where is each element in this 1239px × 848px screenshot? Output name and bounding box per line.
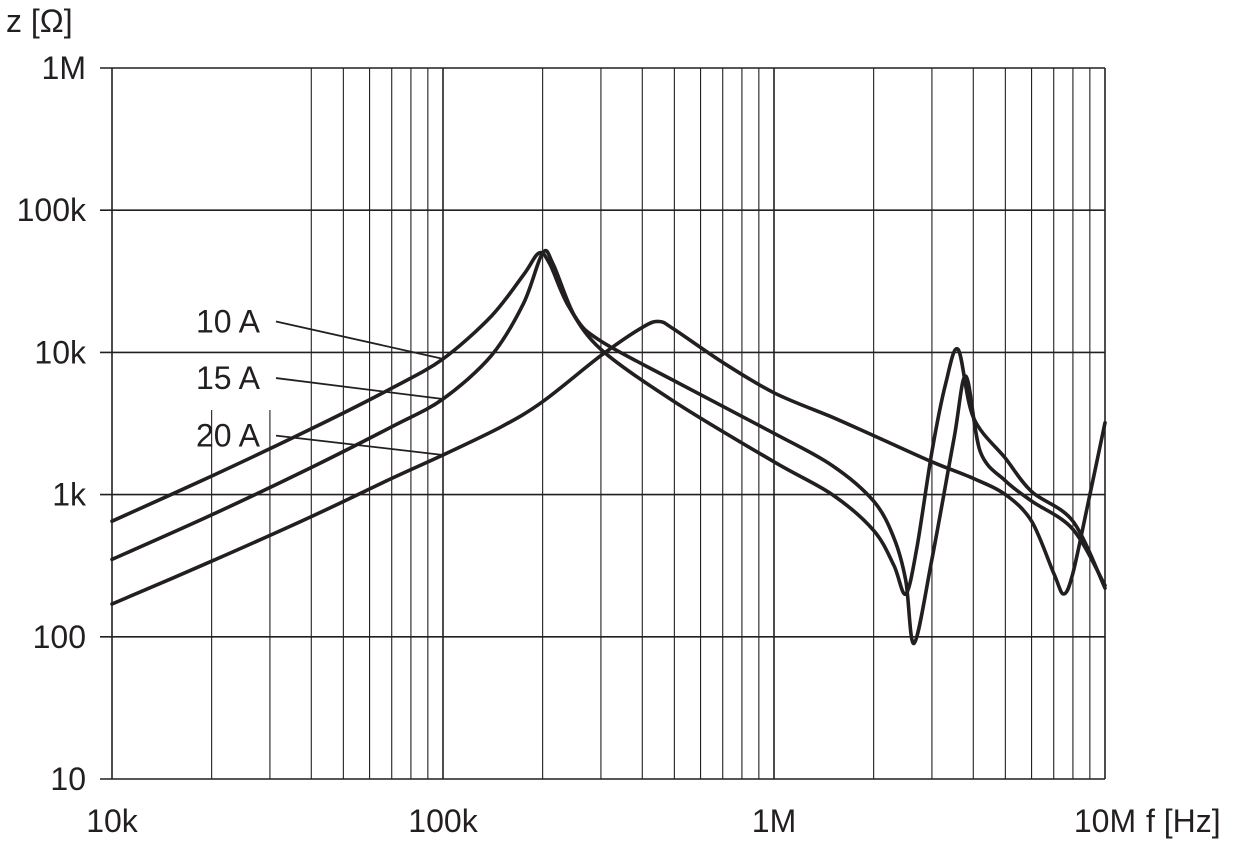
legend-label: 15 A (196, 360, 261, 396)
series-group (110, 248, 1107, 646)
y-tick-label: 1M (42, 50, 86, 86)
x-tick-label: 10k (86, 803, 139, 839)
legend-leader-line (275, 434, 444, 456)
x-tick-label: 10M (1074, 803, 1136, 839)
y-tick-label: 10k (34, 334, 87, 370)
legend-label: 10 A (196, 303, 261, 339)
y-tick-label: 100 (33, 619, 86, 655)
y-tick-label: 10 (50, 761, 86, 797)
x-tick-labels: 10k 100k 1M 10M (86, 803, 1136, 839)
legend-leader-line (275, 320, 444, 360)
y-tick-label: 100k (17, 192, 87, 228)
series-line-20a (110, 319, 1107, 606)
grid (100, 67, 1106, 780)
x-tick-label: 100k (408, 803, 478, 839)
legend-leader-line (275, 377, 444, 400)
legend: 10 A 15 A 20 A (196, 303, 444, 456)
series-line-10a (110, 250, 1107, 596)
y-tick-labels: 10 100 1k 10k 100k 1M (17, 50, 87, 797)
legend-label: 20 A (196, 418, 261, 454)
y-axis-label: z [Ω] (6, 3, 73, 39)
y-tick-label: 1k (52, 477, 87, 513)
x-tick-label: 1M (752, 803, 796, 839)
series-line-15a (110, 248, 1107, 646)
x-axis-label: f [Hz] (1146, 803, 1221, 839)
